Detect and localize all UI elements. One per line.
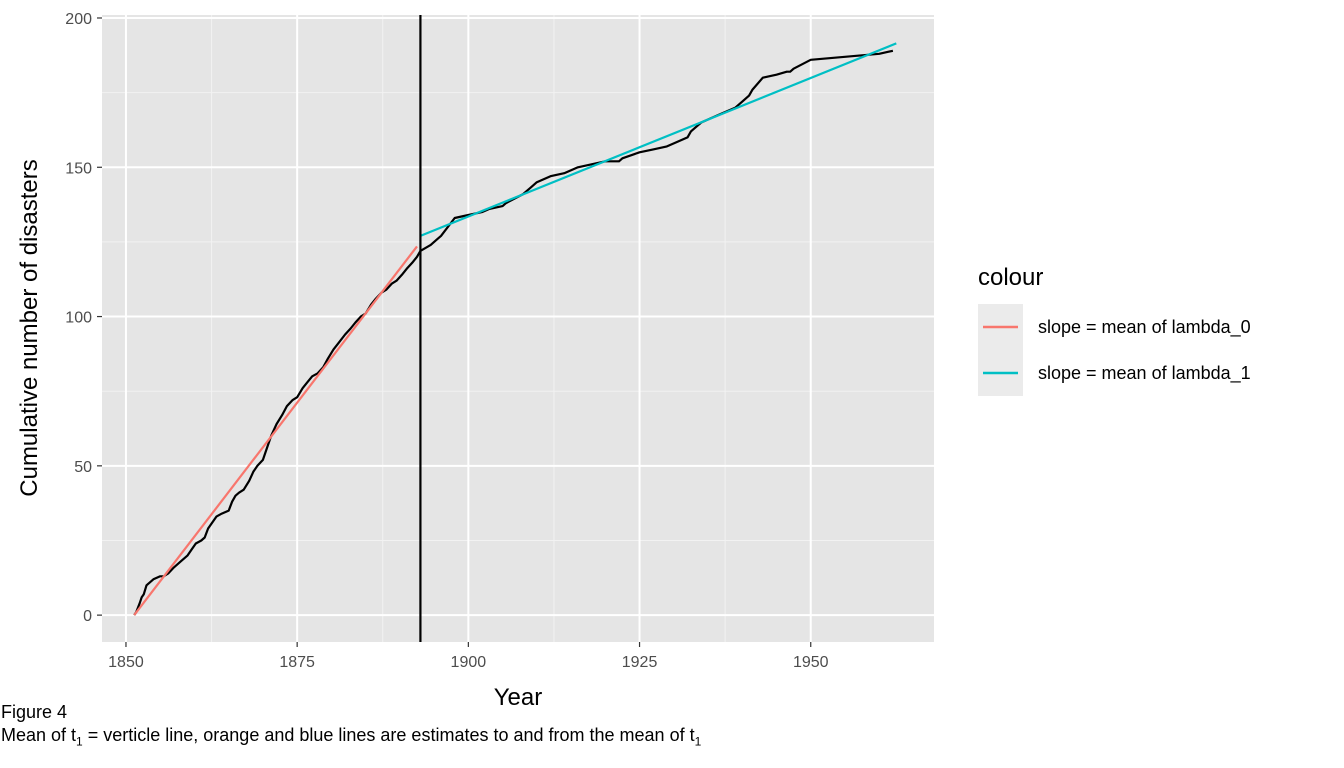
legend-label-lambda-1: slope = mean of lambda_1: [1038, 363, 1251, 384]
grid-minor: [102, 15, 934, 642]
y-tick-label: 0: [83, 608, 92, 625]
x-axis-ticks: 1850 1875 1900 1925 1950: [108, 642, 829, 671]
series-layer: [133, 15, 897, 642]
caption-subscript-1: 1: [76, 734, 83, 749]
x-tick-label: 1875: [279, 654, 315, 671]
legend-title: colour: [978, 264, 1043, 291]
y-tick-label: 150: [65, 160, 92, 177]
legend: colour slope = mean of lambda_0 slope = …: [978, 264, 1251, 396]
caption-part-1: Mean of t: [1, 725, 77, 745]
x-tick-label: 1850: [108, 654, 144, 671]
grid-major: [102, 15, 934, 642]
figure-caption-text: Mean of t1 = verticle line, orange and b…: [1, 724, 701, 753]
caption-subscript-2: 1: [694, 734, 702, 749]
y-tick-label: 50: [74, 459, 92, 476]
y-tick-label: 200: [65, 11, 92, 28]
x-axis-title: Year: [494, 684, 543, 711]
legend-label-lambda-0: slope = mean of lambda_0: [1038, 317, 1251, 338]
caption-part-2: = verticle line, orange and blue lines a…: [82, 725, 695, 745]
figure-caption-title: Figure 4: [1, 702, 68, 722]
x-tick-label: 1925: [622, 654, 658, 671]
x-tick-label: 1950: [793, 654, 829, 671]
estimate-line-lambda-0: [133, 245, 418, 616]
y-axis-ticks: 0 50 100 150 200: [65, 11, 102, 625]
plot-panel: [102, 15, 934, 642]
y-tick-label: 100: [65, 310, 92, 327]
x-tick-label: 1900: [451, 654, 487, 671]
y-axis-title: Cumulative number of disasters: [16, 159, 43, 496]
estimate-line-lambda-1: [419, 42, 897, 237]
